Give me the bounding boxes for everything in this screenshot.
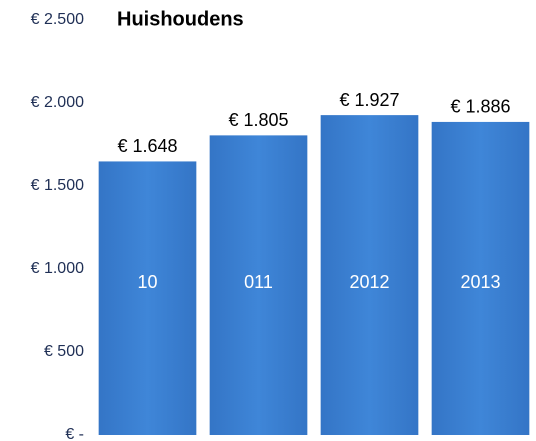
bar: [98, 161, 197, 435]
bar: [320, 115, 419, 436]
bar: [431, 121, 530, 435]
value-label: € 1.927: [339, 90, 399, 110]
y-tick-label: € 1.500: [31, 177, 84, 194]
y-tick-label: € -: [65, 426, 84, 441]
bar: [209, 135, 308, 435]
value-label: € 1.648: [117, 136, 177, 156]
chart-title: Huishoudens: [117, 8, 244, 30]
y-tick-label: € 1.000: [31, 260, 84, 277]
value-label: € 1.805: [228, 110, 288, 130]
category-label: 011: [244, 272, 273, 292]
y-tick-label: € 500: [44, 343, 84, 360]
category-label: 2012: [349, 272, 389, 292]
category-label: 10: [137, 272, 157, 292]
value-label: € 1.886: [450, 97, 510, 117]
category-label: 2013: [460, 272, 500, 292]
y-tick-label: € 2.000: [31, 94, 84, 111]
y-tick-label: € 2.500: [31, 11, 84, 28]
